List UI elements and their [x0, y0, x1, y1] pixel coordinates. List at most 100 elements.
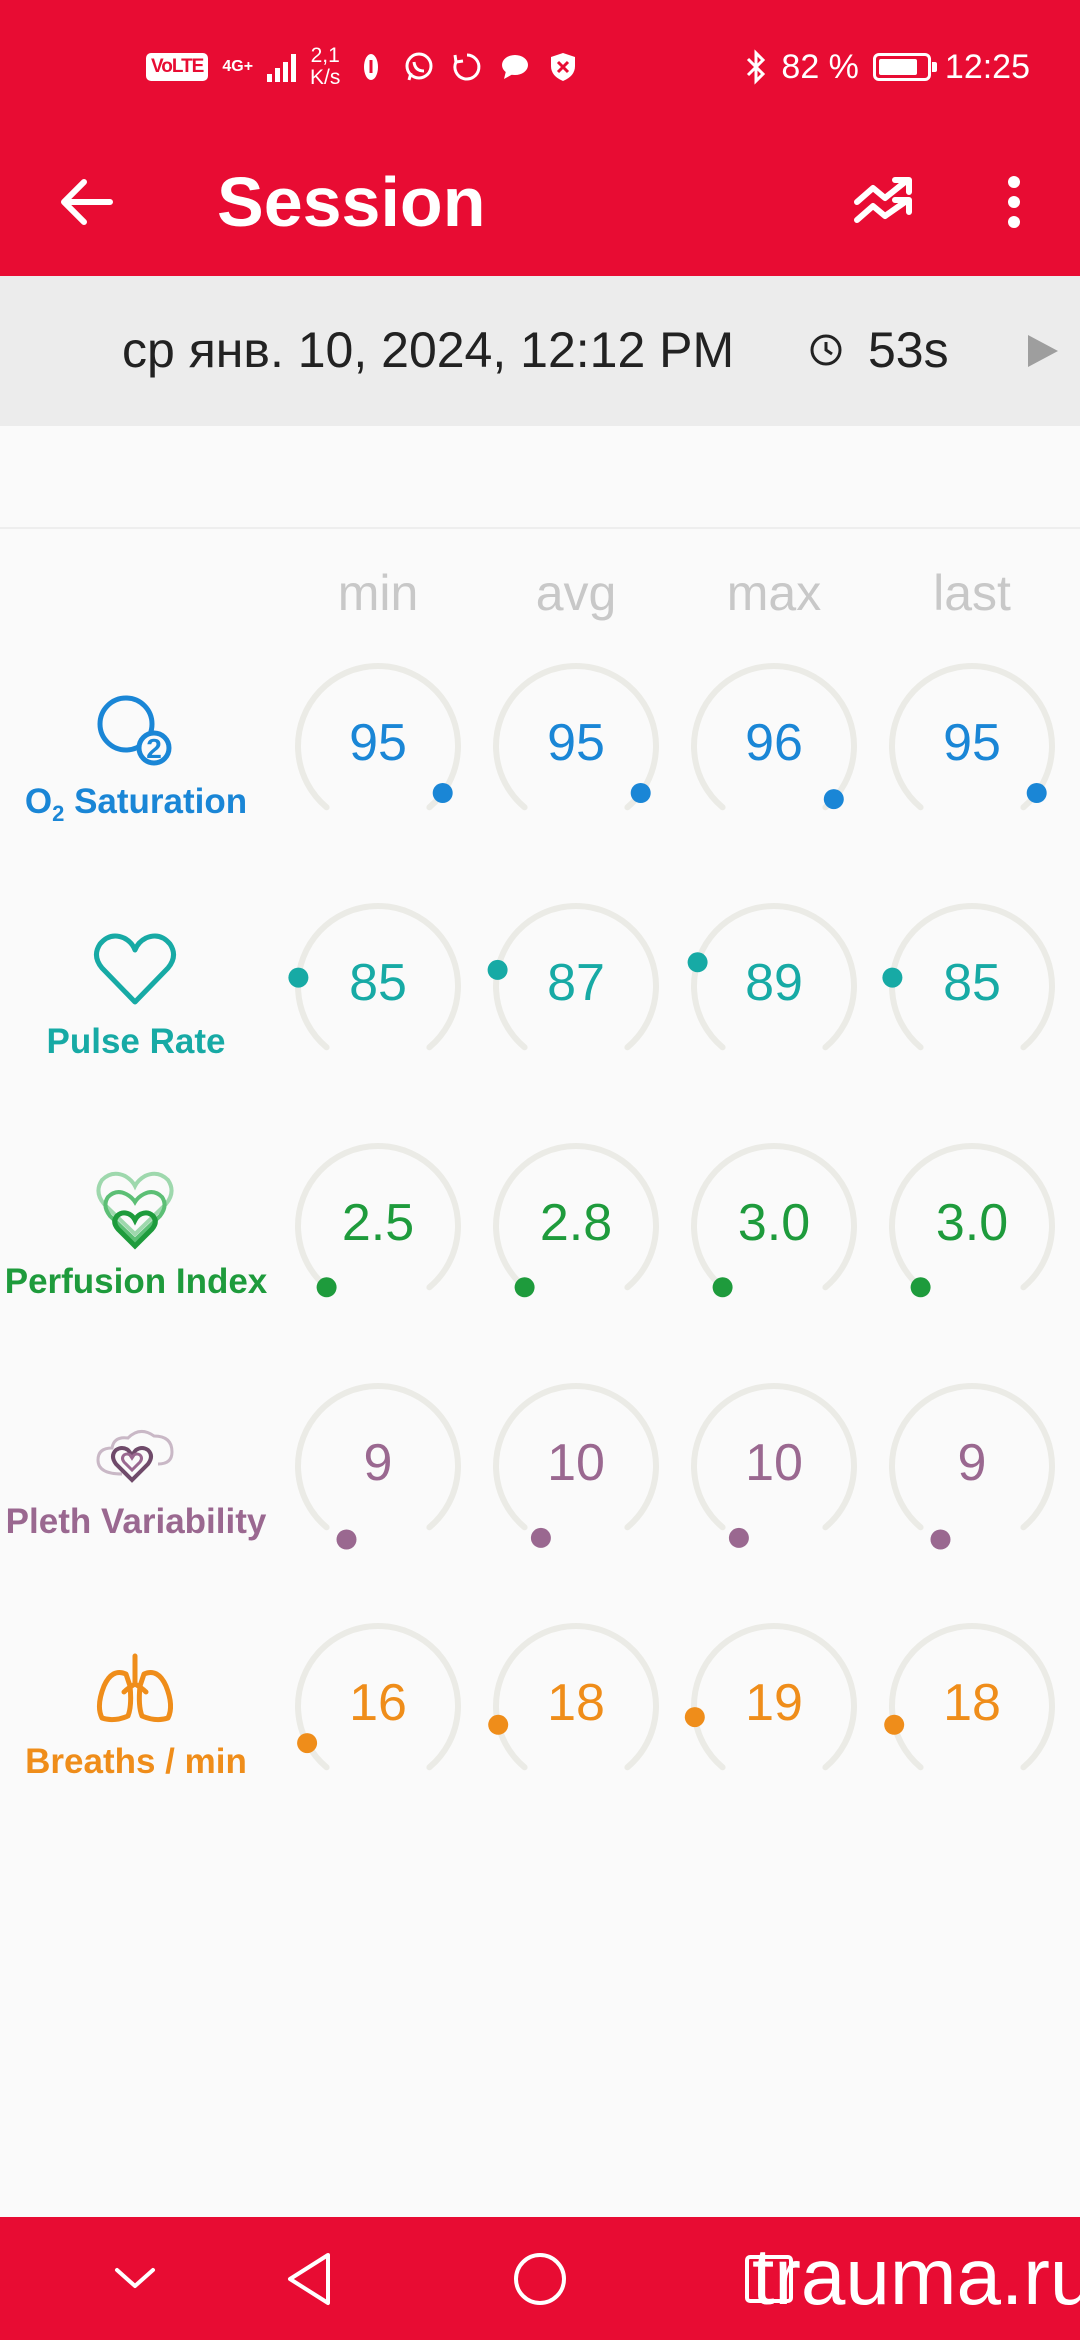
- metric-label-perfusion-index: Perfusion Index: [4, 1262, 268, 1301]
- gauge-value: 10: [547, 1434, 605, 1492]
- gauge-value: 96: [745, 714, 803, 772]
- metric-row-pulse-rate[interactable]: Pulse Rate: [0, 890, 1080, 1130]
- status-left: VoLTE 4G+ 2,1 K/s: [146, 42, 580, 92]
- pleth-variability-icon: [92, 1406, 178, 1492]
- gauge-marker: [684, 1707, 705, 1728]
- gauge-marker: [487, 959, 508, 980]
- gauge-marker: [930, 1529, 951, 1550]
- gauge-value: 85: [349, 954, 407, 1012]
- metric-row-breaths-per-min[interactable]: Breaths / min: [0, 1610, 1080, 1850]
- o2-saturation-icon: 2: [92, 686, 178, 772]
- nav-recents-button[interactable]: [724, 2237, 814, 2321]
- gauge-value: 87: [547, 954, 605, 1012]
- play-button[interactable]: [1018, 326, 1068, 376]
- gauge-value: 95: [547, 714, 605, 772]
- gauge-value: 85: [943, 954, 1001, 1012]
- gauge-pulse-last: 85: [882, 896, 1062, 1076]
- signal-icon: [267, 52, 297, 82]
- gauge-marker: [823, 789, 844, 810]
- gauge-arc: [889, 663, 1055, 811]
- gauge-value: 18: [547, 1674, 605, 1732]
- gauge-arc: [884, 1623, 1055, 1771]
- gauge-marker: [297, 1733, 318, 1754]
- sync-icon: [450, 50, 484, 84]
- svg-text:2: 2: [146, 733, 162, 764]
- gauge-pvi-avg: 10: [486, 1376, 666, 1556]
- nav-home-button[interactable]: [495, 2237, 585, 2321]
- trending-up-icon: [853, 176, 923, 228]
- gauge-value: 9: [363, 1434, 393, 1492]
- gauge-arc: [295, 1383, 461, 1550]
- clock-time: 12:25: [944, 47, 1030, 86]
- column-header-min: min: [337, 565, 419, 621]
- gauge-pulse-max: 89: [684, 896, 864, 1076]
- gauge-value: 3.0: [737, 1194, 811, 1252]
- column-header-max: max: [726, 565, 822, 621]
- trend-button[interactable]: [846, 162, 930, 242]
- more-options-button[interactable]: [976, 162, 1052, 242]
- perfusion-hearts-icon: [92, 1166, 178, 1252]
- gauge-arc: [882, 903, 1055, 1051]
- gauge-marker: [1026, 783, 1047, 803]
- gauge-marker: [432, 783, 453, 803]
- gauge-pi-min: 2.5: [288, 1136, 468, 1316]
- clock-icon: [808, 332, 844, 368]
- watermark: trauma.ru: [752, 2232, 1080, 2321]
- metric-row-o2-saturation[interactable]: 2 O2 Saturation: [0, 650, 1080, 890]
- gauge-arc: [493, 1143, 659, 1298]
- nav-hide-button[interactable]: [90, 2237, 180, 2321]
- gauge-arc: [488, 1623, 659, 1771]
- gauge-pulse-min: 85: [288, 896, 468, 1076]
- gauge-value: 9: [957, 1434, 987, 1492]
- gauge-arc: [295, 1623, 461, 1771]
- gauge-value: 2.5: [341, 1194, 415, 1252]
- gauge-arc: [691, 1143, 857, 1298]
- gauge-arc: [687, 903, 857, 1051]
- gauge-marker: [288, 967, 309, 988]
- nav-back-button[interactable]: [264, 2237, 354, 2321]
- gauge-marker: [728, 1527, 749, 1548]
- session-date: ср янв. 10, 2024, 12:12 PM: [122, 322, 735, 378]
- gauge-marker: [336, 1529, 357, 1550]
- back-button[interactable]: [46, 162, 126, 242]
- gauge-marker: [884, 1714, 905, 1735]
- session-duration: 53s: [868, 322, 949, 378]
- gauge-arc: [691, 663, 857, 811]
- metric-row-pleth-variability[interactable]: Pleth Variability: [0, 1370, 1080, 1610]
- gauge-spo2-last: 95: [882, 656, 1062, 836]
- gauge-arc: [295, 663, 461, 811]
- o2-label-rest: Saturation: [64, 782, 248, 821]
- gauge-value: 89: [745, 954, 803, 1012]
- back-triangle-icon: [284, 2251, 334, 2307]
- home-circle-icon: [512, 2251, 568, 2307]
- gauge-value: 16: [349, 1674, 407, 1732]
- battery-icon: [872, 53, 937, 81]
- app-bar: Session: [0, 130, 1080, 276]
- gauge-value: 3.0: [935, 1194, 1009, 1252]
- gauge-marker: [882, 967, 903, 988]
- battery-fill: [878, 59, 917, 75]
- navigation-bar: [0, 2217, 1080, 2340]
- chevron-down-icon: [113, 2264, 157, 2294]
- column-header-avg: avg: [535, 565, 617, 621]
- o2-label-sub: 2: [52, 801, 65, 826]
- gauge-value: 2.8: [539, 1194, 613, 1252]
- gauge-pi-max: 3.0: [684, 1136, 864, 1316]
- status-right: 82 % 12:25: [745, 42, 1030, 92]
- gauge-marker: [687, 952, 708, 973]
- volte-badge: VoLTE: [146, 53, 209, 81]
- column-header-last: last: [933, 565, 1011, 621]
- gauge-pi-avg: 2.8: [486, 1136, 666, 1316]
- gauge-marker: [316, 1277, 337, 1298]
- speed-value: 2,1: [310, 44, 340, 67]
- bluetooth-icon: [745, 49, 767, 85]
- gauge-value: 19: [745, 1674, 803, 1732]
- whatsapp-icon: [402, 50, 436, 84]
- gauge-arc: [487, 903, 659, 1051]
- gauge-value: 95: [349, 714, 407, 772]
- gauge-value: 10: [745, 1434, 803, 1492]
- gauge-rr-last: 18: [882, 1616, 1062, 1796]
- network-type: 4G+: [222, 58, 254, 75]
- play-icon: [1026, 333, 1060, 369]
- metric-row-perfusion-index[interactable]: Perfusion Index: [0, 1130, 1080, 1370]
